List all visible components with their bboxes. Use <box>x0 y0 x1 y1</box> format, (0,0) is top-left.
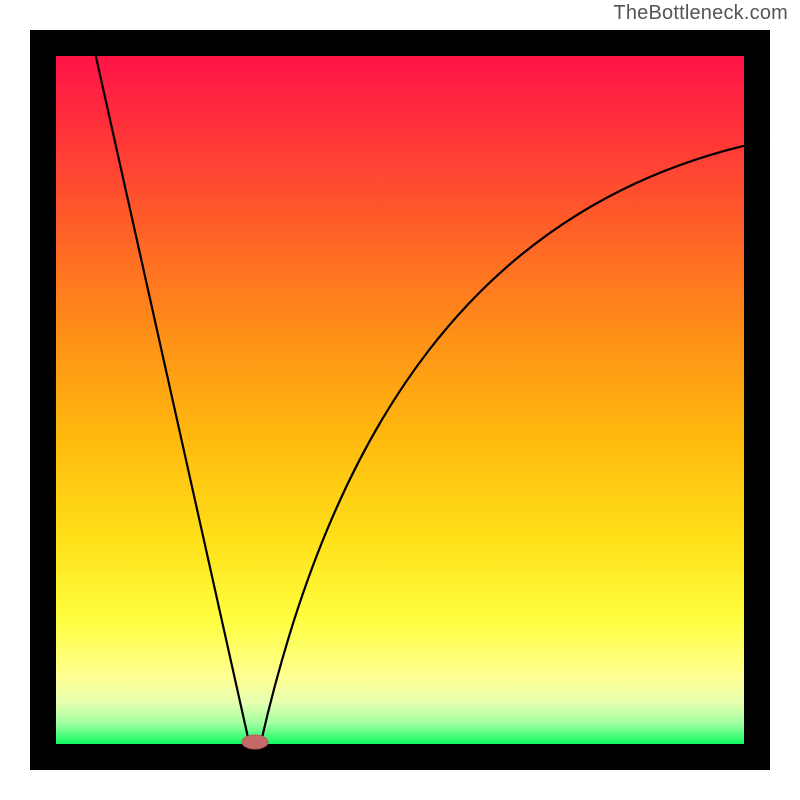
chart-svg <box>0 0 800 800</box>
chart-frame: TheBottleneck.com <box>0 0 800 800</box>
minimum-marker <box>242 735 268 749</box>
chart-gradient-background <box>56 56 744 744</box>
